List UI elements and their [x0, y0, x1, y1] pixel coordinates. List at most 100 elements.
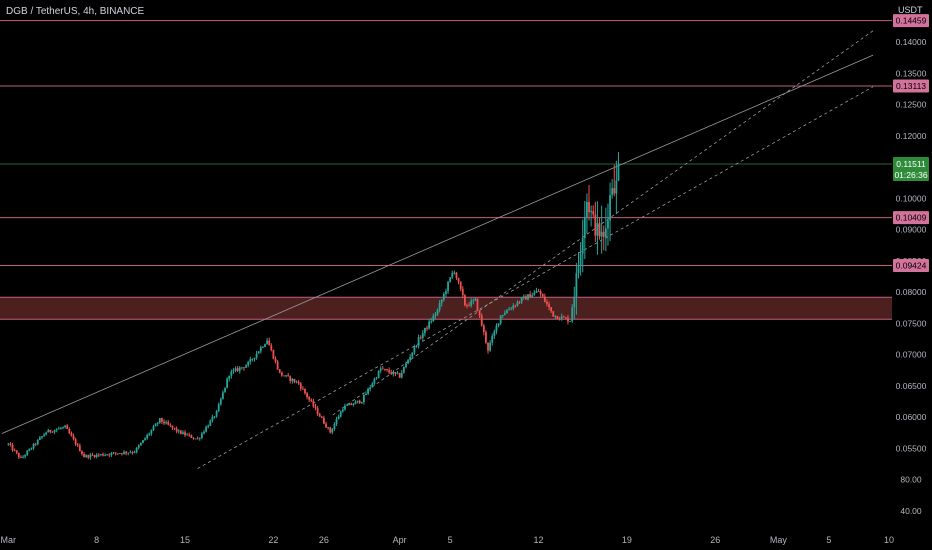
candle — [146, 433, 149, 440]
channel-line[interactable] — [332, 30, 874, 416]
candle-body — [375, 377, 378, 379]
candle-body — [186, 434, 189, 436]
candle — [463, 294, 466, 307]
candle-body — [470, 300, 473, 306]
candle — [333, 422, 336, 431]
candle — [377, 370, 380, 379]
candle-body — [373, 378, 376, 384]
candle — [306, 391, 308, 400]
candle — [261, 346, 264, 349]
candle — [440, 299, 443, 307]
candle-body — [13, 450, 16, 451]
candle-body — [424, 327, 426, 334]
candle — [110, 451, 113, 458]
candle — [598, 217, 601, 240]
symbol-title: DGB / TetherUS, 4h, BINANCE — [6, 6, 145, 17]
candle — [230, 369, 233, 379]
candle — [152, 424, 155, 432]
candle-body — [592, 211, 595, 215]
candle-body — [163, 421, 165, 424]
y-axis-tick-label: 0.12000 — [896, 131, 927, 141]
candle — [270, 343, 273, 352]
price-level-tag-label: 0.09424 — [896, 260, 927, 270]
candle-body — [531, 295, 534, 298]
candle — [198, 437, 201, 441]
candle — [335, 416, 338, 426]
candle-body — [493, 331, 496, 337]
candle-body — [91, 454, 94, 456]
candle-body — [156, 422, 159, 424]
trend-line[interactable] — [1, 54, 874, 434]
candle-body — [501, 315, 504, 316]
candle — [53, 429, 56, 435]
candle-body — [548, 304, 550, 308]
candle-body — [184, 432, 186, 436]
candle-body — [489, 342, 492, 351]
candle — [289, 375, 292, 384]
candle-body — [367, 388, 369, 394]
candle — [125, 450, 128, 456]
candle-body — [9, 443, 12, 445]
candle-body — [480, 315, 483, 326]
candle — [556, 315, 559, 320]
candle — [148, 432, 151, 437]
current-price-tag-box — [893, 156, 929, 181]
candle — [453, 270, 456, 275]
candle — [352, 402, 355, 407]
candle — [32, 442, 35, 451]
candle — [541, 293, 544, 297]
candle-body — [137, 445, 140, 448]
candle-body — [388, 370, 391, 373]
candle — [495, 323, 498, 335]
x-axis-tick-label: 12 — [534, 535, 544, 545]
candle-body — [230, 371, 233, 376]
candle — [543, 293, 546, 303]
candle-body — [337, 416, 340, 420]
candle — [274, 356, 277, 364]
candle-body — [369, 387, 372, 389]
candle — [493, 329, 496, 340]
candle-body — [255, 353, 258, 358]
candle-body — [240, 367, 243, 369]
candle-body — [268, 340, 271, 346]
candle-body — [308, 397, 311, 400]
candle-body — [72, 435, 75, 440]
candle — [371, 381, 374, 388]
candle-body — [344, 405, 346, 410]
candle — [228, 375, 231, 382]
candle-body — [518, 301, 521, 303]
candle-body — [356, 400, 359, 402]
candle-body — [350, 403, 353, 405]
candle — [7, 442, 10, 446]
candle-body — [476, 298, 479, 311]
candle-body — [600, 231, 603, 237]
candle — [586, 193, 588, 234]
candle-body — [478, 310, 481, 316]
y-axis-tick-label: 0.10000 — [896, 193, 927, 203]
candle — [323, 415, 325, 425]
candle — [247, 360, 250, 368]
y-axis-tick-label: 0.09000 — [896, 225, 927, 235]
candle — [297, 379, 300, 386]
candle-body — [508, 309, 510, 311]
candle-body — [89, 454, 92, 458]
candle-body — [520, 297, 523, 302]
candle — [68, 427, 71, 435]
candle — [238, 366, 241, 374]
candle-body — [64, 425, 67, 428]
candle — [567, 315, 569, 325]
candle-body — [329, 427, 332, 433]
candle-body — [78, 445, 81, 452]
candle-body — [299, 383, 302, 389]
candle — [177, 429, 180, 434]
candle — [91, 452, 94, 456]
candle — [596, 201, 599, 255]
candle — [529, 291, 532, 298]
candle-body — [611, 188, 614, 195]
candle — [70, 431, 73, 437]
candle-body — [577, 266, 580, 274]
candle-body — [264, 344, 266, 347]
candle — [339, 410, 342, 418]
candle — [200, 431, 203, 440]
